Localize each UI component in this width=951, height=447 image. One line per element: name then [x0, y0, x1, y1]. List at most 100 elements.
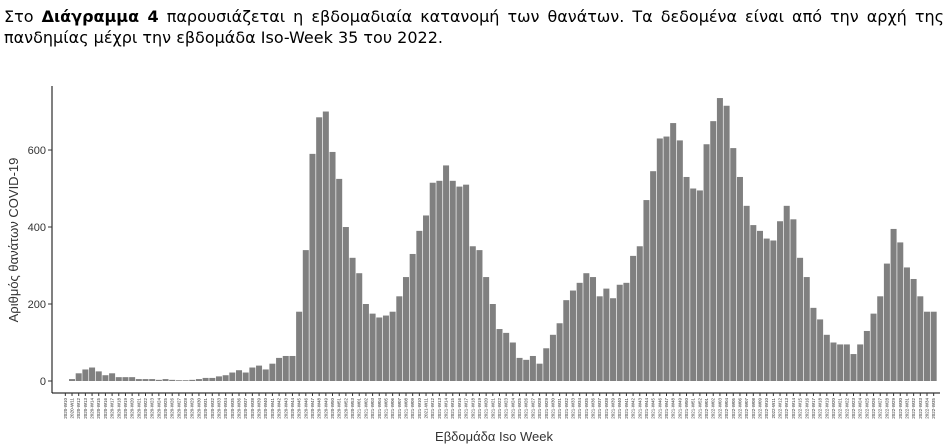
x-tick-label: 2020-W33 — [216, 398, 221, 419]
x-tick-label: 2022-W15 — [798, 398, 803, 419]
x-tick-label: 2021-W14 — [444, 398, 449, 419]
x-tick-label: 2020-W32 — [210, 398, 215, 419]
bar — [142, 379, 149, 381]
bar — [296, 311, 303, 381]
x-tick-label: 2022-W07 — [744, 398, 749, 419]
text: Στο — [4, 7, 34, 26]
bar — [703, 144, 710, 381]
x-tick-label: 2020-W26 — [170, 398, 175, 419]
x-tick-label: 2020-W38 — [250, 398, 255, 419]
x-tick-label: 2021-W20 — [484, 398, 489, 419]
bar — [215, 376, 222, 381]
x-tick-label: 2020-W43 — [283, 398, 288, 419]
x-tick-label: 2021-W35 — [584, 398, 589, 419]
x-tick-label: 2021-W11 — [424, 398, 429, 419]
bar — [563, 300, 570, 381]
x-tick-label: 2021-W43 — [637, 398, 642, 419]
bar — [389, 311, 396, 381]
x-tick-label: 2020-W37 — [243, 398, 248, 419]
x-tick-label: 2022-W03 — [717, 398, 722, 419]
bar — [543, 348, 550, 381]
bar — [750, 225, 757, 381]
x-tick-label: 2021-W07 — [397, 398, 402, 419]
x-tick-label: 2020-W31 — [203, 398, 208, 419]
x-tick-label: 2021-W26 — [524, 398, 529, 419]
bar — [429, 182, 436, 381]
bar — [336, 178, 343, 381]
x-tick-label: 2020-W45 — [297, 398, 302, 419]
bar — [716, 98, 723, 382]
bar — [850, 354, 857, 381]
bar — [556, 323, 563, 381]
x-tick-label: 2020-W21 — [136, 398, 141, 419]
bar — [242, 372, 249, 381]
bar — [696, 190, 703, 381]
bar — [676, 140, 683, 381]
x-tick-label: 2021-W01 — [357, 398, 362, 419]
x-tick-label: 2022-W13 — [784, 398, 789, 419]
bar — [503, 332, 510, 381]
bar — [883, 263, 890, 381]
x-tick-label: 2020-W24 — [156, 398, 161, 419]
x-tick-label: 2021-W32 — [564, 398, 569, 419]
bar — [903, 267, 910, 381]
bar — [396, 296, 403, 381]
bar — [469, 246, 476, 381]
bar — [102, 375, 109, 381]
bar — [476, 250, 483, 381]
x-tick-label: 2022-W14 — [791, 398, 796, 419]
bar — [109, 373, 116, 381]
bar — [897, 242, 904, 381]
x-tick-label: 2021-W04 — [377, 398, 382, 419]
x-tick-label: 2020-W34 — [223, 398, 228, 419]
bar — [770, 240, 777, 381]
bar — [182, 380, 189, 381]
x-tick-label: 2021-W42 — [631, 398, 636, 419]
bar — [670, 123, 677, 381]
x-tick-label: 2020-W14 — [90, 398, 95, 419]
x-tick-label: 2021-W50 — [684, 398, 689, 419]
bar — [857, 344, 864, 381]
bar — [710, 121, 717, 381]
x-tick-label: 2021-W16 — [457, 398, 462, 419]
x-tick-label: 2020-W20 — [130, 398, 135, 419]
bar — [910, 278, 917, 381]
x-tick-label: 2020-W28 — [183, 398, 188, 419]
bar — [803, 277, 810, 381]
x-tick-label: 2021-W47 — [664, 398, 669, 419]
x-tick-label: 2022-W33 — [918, 398, 923, 419]
x-tick-label: 2022-W34 — [924, 398, 929, 419]
x-tick-label: 2021-W09 — [410, 398, 415, 419]
x-tick-label: 2021-W24 — [510, 398, 515, 419]
bar — [95, 371, 102, 381]
bar — [135, 379, 142, 381]
x-tick-label: 2022-W05 — [731, 398, 736, 419]
bar — [122, 377, 129, 381]
bar — [843, 344, 850, 381]
x-tick-label: 2021-W21 — [490, 398, 495, 419]
x-tick-label: 2021-W37 — [597, 398, 602, 419]
bar — [443, 165, 450, 381]
bar — [262, 369, 269, 381]
x-tick-label: 2020-W40 — [263, 398, 268, 419]
x-tick-label: 2022-W01 — [704, 398, 709, 419]
bar — [603, 288, 610, 381]
x-tick-label: 2022-W35 — [931, 398, 936, 419]
bar — [195, 379, 202, 381]
x-tick-label: 2020-W12 — [76, 398, 81, 419]
text: παρουσιάζεται η εβδομαδιαία κατανομή των… — [4, 7, 945, 47]
x-tick-label: 2022-W29 — [891, 398, 896, 419]
x-tick-label: 2020-W15 — [96, 398, 101, 419]
x-tick-label: 2020-W23 — [150, 398, 155, 419]
x-tick-label: 2021-W51 — [691, 398, 696, 419]
x-tick-label: 2022-W02 — [711, 398, 716, 419]
bold-text: Διάγραμμα 4 — [41, 7, 159, 26]
x-tick-label: 2020-W27 — [176, 398, 181, 419]
x-tick-label: 2021-W36 — [591, 398, 596, 419]
x-tick-label: 2021-W52 — [697, 398, 702, 419]
bar — [449, 180, 456, 381]
bar — [342, 227, 349, 381]
x-tick-label: 2020-W50 — [330, 398, 335, 419]
bar — [362, 304, 369, 381]
bar — [356, 273, 363, 381]
